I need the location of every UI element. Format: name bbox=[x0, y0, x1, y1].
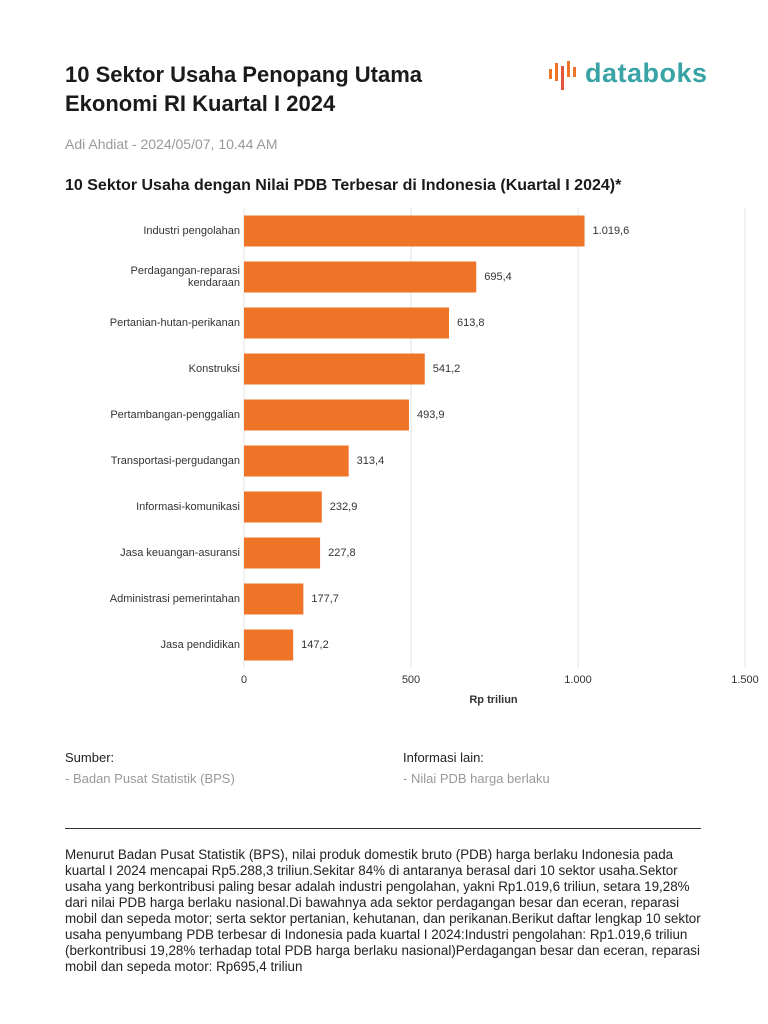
category-label: Jasa pendidikan bbox=[160, 639, 240, 651]
category-label: Transportasi-pergudangan bbox=[110, 455, 240, 467]
value-label: 227,8 bbox=[328, 547, 356, 559]
article-text: Menurut Badan Pusat Statistik (BPS), nil… bbox=[65, 847, 701, 974]
x-tick-label: 500 bbox=[402, 674, 420, 686]
source-text: - Badan Pusat Statistik (BPS) bbox=[65, 771, 235, 786]
source-heading: Sumber: bbox=[65, 750, 115, 765]
bar bbox=[244, 583, 304, 615]
bar bbox=[244, 399, 409, 431]
value-label: 177,7 bbox=[311, 593, 339, 605]
value-label: 313,4 bbox=[357, 455, 385, 467]
bar bbox=[244, 491, 322, 523]
logo: databoks bbox=[585, 58, 708, 88]
byline: Adi Ahdiat - 2024/05/07, 10.44 AM bbox=[65, 136, 278, 152]
value-label: 613,8 bbox=[457, 317, 485, 329]
category-label: Administrasi pemerintahan bbox=[109, 593, 240, 605]
category-label: Konstruksi bbox=[188, 363, 240, 375]
logo-icon bbox=[549, 61, 576, 90]
x-axis-label: Rp triliun bbox=[469, 694, 518, 706]
category-label: Informasi-komunikasi bbox=[136, 501, 240, 513]
value-label: 147,2 bbox=[301, 639, 329, 651]
bar bbox=[244, 537, 321, 569]
value-label: 232,9 bbox=[330, 501, 358, 513]
category-label: Jasa keuangan-asuransi bbox=[120, 547, 240, 559]
chart-svg: 0 500 1.000 1.500 Rp triliun 1.019,6 695,4 613,… bbox=[241, 208, 759, 706]
info-heading: Informasi lain: bbox=[403, 750, 484, 765]
chart-title: 10 Sektor Usaha dengan Nilai PDB Terbesa… bbox=[65, 177, 622, 194]
value-label: 695,4 bbox=[484, 271, 512, 283]
category-label: Perdagangan-reparasi kendaraan bbox=[130, 265, 240, 289]
bar bbox=[244, 445, 349, 477]
x-tick-label: 1.500 bbox=[731, 674, 759, 686]
value-label: 1.019,6 bbox=[593, 225, 630, 237]
x-tick-label: 1.000 bbox=[564, 674, 592, 686]
chart: 0 500 1.000 1.500 Rp triliun 1.019,6 695,4 613,… bbox=[0, 200, 768, 720]
category-label: Pertanian-hutan-perikanan bbox=[109, 317, 240, 329]
bar bbox=[244, 629, 294, 661]
bar bbox=[244, 261, 477, 293]
category-label: Pertambangan-penggalian bbox=[110, 409, 240, 421]
value-label: 541,2 bbox=[433, 363, 461, 375]
bar bbox=[244, 353, 425, 385]
bar bbox=[244, 215, 585, 247]
info-text: - Nilai PDB harga berlaku bbox=[403, 771, 550, 786]
category-label: Industri pengolahan bbox=[143, 225, 240, 237]
x-tick-label: 0 bbox=[241, 674, 247, 686]
title: 10 Sektor Usaha Penopang Utama Ekonomi R… bbox=[65, 62, 423, 116]
bar bbox=[244, 307, 450, 339]
value-label: 493,9 bbox=[417, 409, 445, 421]
divider bbox=[65, 828, 701, 829]
